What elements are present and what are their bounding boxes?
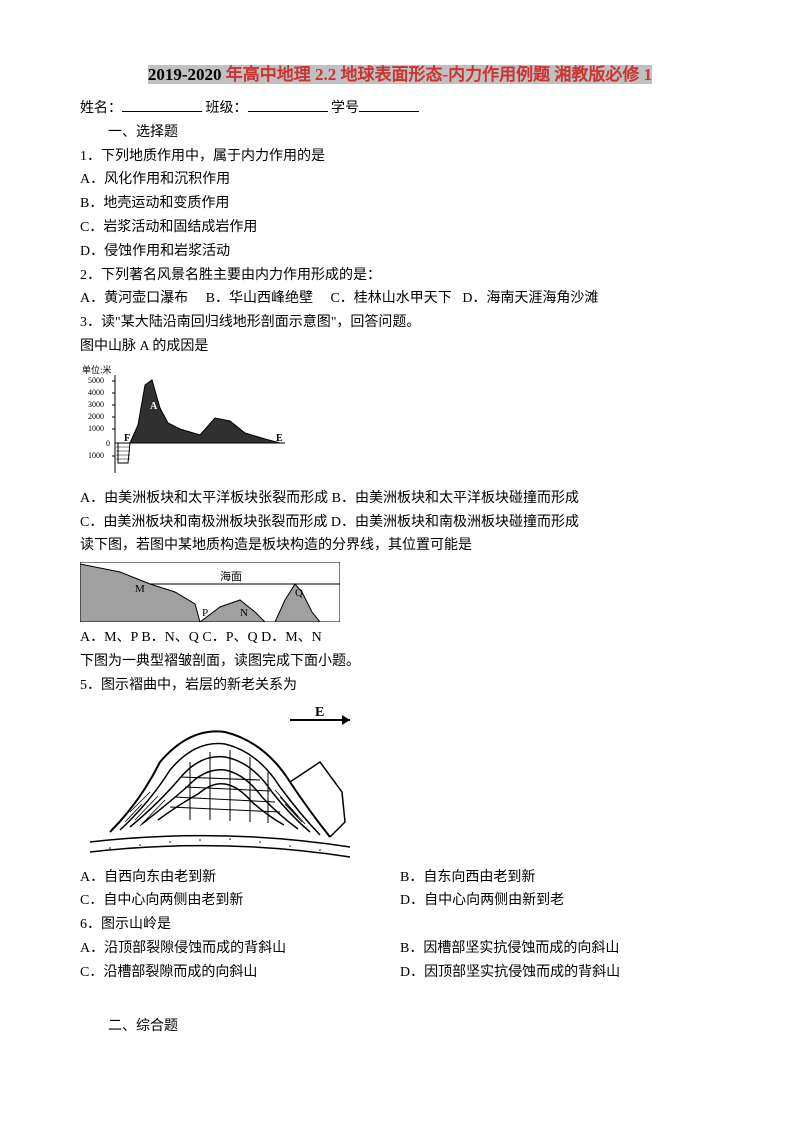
svg-text:N: N	[240, 607, 248, 619]
q5-chart: E	[80, 702, 720, 862]
q5-intro: 下图为一典型褶皱剖面，读图完成下面小题。	[80, 650, 720, 674]
student-info: 姓名： 班级： 学号	[80, 97, 720, 121]
svg-text:3000: 3000	[88, 400, 104, 409]
q2-c: C．桂林山水甲天下	[330, 291, 451, 306]
svg-text:2000: 2000	[88, 412, 104, 421]
q5-b: B．自东向西由老到新	[400, 866, 720, 890]
q1-c: C．岩浆活动和固结成岩作用	[80, 216, 720, 240]
svg-text:A: A	[150, 401, 158, 412]
class-label: 班级：	[206, 101, 248, 116]
q4-options: A．M、P B．N、Q C．P、Q D．M、N	[80, 626, 720, 650]
q4-chart: 海面 M P N Q	[80, 562, 720, 622]
q3-ylabel: 单位:米	[82, 364, 112, 375]
svg-text:海面: 海面	[220, 569, 242, 583]
q3-stem1: 3．读"某大陆沿南回归线地形剖面示意图"，回答问题。	[80, 311, 720, 335]
svg-text:P: P	[202, 607, 208, 619]
q6-c: C．沿槽部裂隙而成的向斜山	[80, 961, 400, 985]
q1-d: D．侵蚀作用和岩浆活动	[80, 240, 720, 264]
q6-b: B．因槽部坚实抗侵蚀而成的向斜山	[400, 937, 720, 961]
name-blank	[122, 111, 202, 112]
q2-stem: 2．下列著名风景名胜主要由内力作用形成的是：	[80, 264, 720, 288]
svg-text:1000: 1000	[88, 424, 104, 433]
q3-chart: 单位:米 5000 4000 3000 2000 1000 0 1000 F A…	[80, 363, 720, 483]
q5-a: A．自西向东由老到新	[80, 866, 400, 890]
svg-text:0: 0	[106, 439, 110, 448]
svg-text:Q: Q	[295, 587, 303, 599]
section-2-heading: 二、综合题	[108, 1015, 720, 1039]
svg-text:F: F	[124, 433, 130, 444]
class-blank	[248, 111, 328, 112]
id-label: 学号	[331, 101, 359, 116]
page-title: 2019-2020 年高中地理 2.2 地球表面形态-内力作用例题 湘教版必修 …	[80, 60, 720, 85]
q5-options: A．自西向东由老到新 B．自东向西由老到新	[80, 866, 720, 890]
q5-options2: C．自中心向两侧由老到新 D．自中心向两侧由新到老	[80, 889, 720, 913]
q5-c: C．自中心向两侧由老到新	[80, 889, 400, 913]
title-end: 1	[644, 65, 653, 84]
section-1-heading: 一、选择题	[108, 121, 720, 145]
q3-stem2: 图中山脉 A 的成因是	[80, 335, 720, 359]
svg-text:E: E	[276, 433, 283, 444]
svg-text:1000: 1000	[88, 451, 104, 460]
svg-text:M: M	[135, 583, 145, 595]
title-mid: 年高中地理 2.2 地球表面形态-内力作用例题 湘教版必修	[222, 65, 644, 84]
q2-b: B．华山西峰绝壁	[206, 291, 313, 306]
svg-text:5000: 5000	[88, 376, 104, 385]
q1-a: A．风化作用和沉积作用	[80, 168, 720, 192]
q6-stem: 6．图示山岭是	[80, 913, 720, 937]
svg-text:E: E	[315, 705, 324, 720]
q6-d: D．因顶部坚实抗侵蚀而成的背斜山	[400, 961, 720, 985]
q6-options: A．沿顶部裂隙侵蚀而成的背斜山 B．因槽部坚实抗侵蚀而成的向斜山	[80, 937, 720, 961]
title-hl1: 2019-2020	[148, 65, 222, 84]
name-label: 姓名：	[80, 101, 122, 116]
q3-ab: A．由美洲板块和太平洋板块张裂而形成 B．由美洲板块和太平洋板块碰撞而形成	[80, 487, 720, 511]
svg-text:4000: 4000	[88, 388, 104, 397]
q5-d: D．自中心向两侧由新到老	[400, 889, 720, 913]
q6-options2: C．沿槽部裂隙而成的向斜山 D．因顶部坚实抗侵蚀而成的背斜山	[80, 961, 720, 985]
q4-stem: 读下图，若图中某地质构造是板块构造的分界线，其位置可能是	[80, 534, 720, 558]
id-blank	[359, 111, 419, 112]
q2-options: A．黄河壶口瀑布 B．华山西峰绝壁 C．桂林山水甲天下 D．海南天涯海角沙滩	[80, 287, 720, 311]
q2-d: D．海南天涯海角沙滩	[462, 291, 598, 306]
q1-stem: 1．下列地质作用中，属于内力作用的是	[80, 145, 720, 169]
q5-stem: 5．图示褶曲中，岩层的新老关系为	[80, 674, 720, 698]
q6-a: A．沿顶部裂隙侵蚀而成的背斜山	[80, 937, 400, 961]
q1-b: B．地壳运动和变质作用	[80, 192, 720, 216]
q3-cd: C．由美洲板块和南极洲板块张裂而形成 D．由美洲板块和南极洲板块碰撞而形成	[80, 511, 720, 535]
q2-a: A．黄河壶口瀑布	[80, 291, 188, 306]
